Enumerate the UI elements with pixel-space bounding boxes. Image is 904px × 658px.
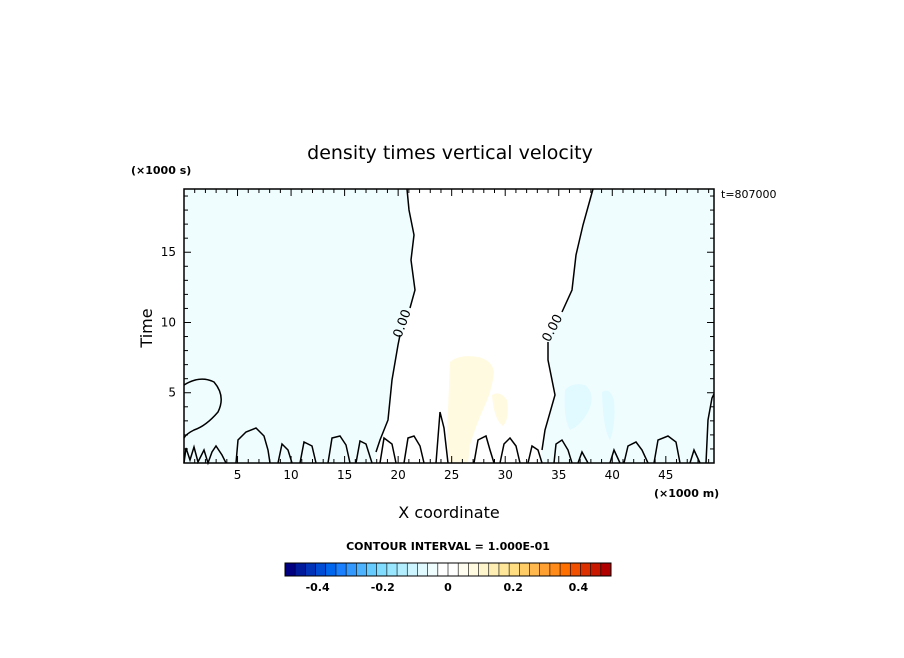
x-tick-labels: 5 10 15 20 25 30 35 40 45: [234, 468, 674, 482]
zero-contour-right: [541, 188, 594, 451]
y-unit-label: (×1000 s): [131, 164, 191, 177]
colorbar-swatch: [529, 563, 540, 576]
y-tick-labels: 5 10 15: [161, 245, 176, 400]
y-tick-label: 10: [161, 315, 176, 329]
colorbar-swatch: [427, 563, 439, 576]
negative-blob-a: [564, 384, 592, 430]
y-tick-label: 5: [168, 386, 176, 400]
negative-blob-b: [602, 390, 615, 440]
x-tick-label: 10: [283, 468, 298, 482]
colorbar-swatch: [549, 563, 561, 576]
colorbar-tick-label: 0: [444, 581, 452, 594]
contour-interval-text: CONTOUR INTERVAL = 1.000E-01: [346, 540, 550, 553]
colorbar-swatch: [437, 563, 449, 576]
colorbar-swatch: [366, 563, 377, 576]
colorbar-labels: -0.4 -0.2 0 0.2 0.4: [306, 581, 589, 594]
colorbar-swatch: [305, 563, 316, 576]
colorbar-swatch: [468, 563, 479, 576]
colorbar-swatch: [509, 563, 520, 576]
colorbar-swatch: [498, 563, 510, 576]
x-tick-label: 15: [337, 468, 352, 482]
plot-frame: [183, 188, 715, 464]
colorbar-swatch: [600, 563, 612, 576]
colorbar-swatch: [458, 563, 469, 576]
colorbar-swatch: [285, 563, 296, 576]
colorbar: [284, 562, 612, 577]
positive-region-a: [447, 356, 494, 463]
colorbar-swatch: [570, 563, 581, 576]
colorbar-swatch: [315, 563, 327, 576]
colorbar-tick-label: 0.2: [503, 581, 523, 594]
colorbar-swatch: [580, 563, 591, 576]
x-tick-label: 30: [498, 468, 513, 482]
colorbar-swatch: [560, 563, 571, 576]
colorbar-frame: [284, 562, 612, 577]
colorbar-swatch: [386, 563, 398, 576]
time-stamp: t=807000: [721, 188, 777, 201]
colorbar-swatch: [488, 563, 500, 576]
colorbar-swatch: [295, 563, 306, 576]
colorbar-swatch: [376, 563, 388, 576]
x-tick-label: 35: [551, 468, 566, 482]
colorbar-swatch: [478, 563, 490, 576]
y-axis-label: Time: [137, 308, 156, 348]
y-tick-label: 15: [161, 245, 176, 259]
x-tick-label: 25: [444, 468, 459, 482]
x-unit-label: (×1000 m): [654, 487, 719, 500]
colorbar-swatch: [448, 563, 459, 576]
x-tick-label: 20: [391, 468, 406, 482]
x-tick-label: 45: [658, 468, 673, 482]
colorbar-swatch: [397, 563, 408, 576]
x-axis-label: X coordinate: [398, 503, 499, 522]
colorbar-tick-label: -0.2: [371, 581, 395, 594]
colorbar-swatch: [325, 563, 337, 576]
colorbar-tick-label: -0.4: [306, 581, 330, 594]
negative-region-left: [184, 189, 415, 463]
chart-title: density times vertical velocity: [307, 142, 593, 164]
colorbar-tick-label: 0.4: [569, 581, 589, 594]
x-tick-label: 40: [605, 468, 620, 482]
positive-region-b: [492, 393, 508, 426]
axis-ticks: [184, 189, 714, 463]
colorbar-swatch: [417, 563, 428, 576]
colorbar-swatch: [356, 563, 367, 576]
colorbar-swatch: [346, 563, 357, 576]
zero-contour-bubble: [183, 378, 222, 439]
colorbar-swatch: [590, 563, 602, 576]
zero-contour-bottom: [183, 393, 715, 466]
zero-contour-left: [375, 188, 416, 453]
colorbar-swatch: [407, 563, 418, 576]
colorbar-swatch: [519, 563, 530, 576]
x-tick-label: 5: [234, 468, 242, 482]
colorbar-swatch: [539, 563, 551, 576]
colorbar-swatch: [335, 563, 347, 576]
